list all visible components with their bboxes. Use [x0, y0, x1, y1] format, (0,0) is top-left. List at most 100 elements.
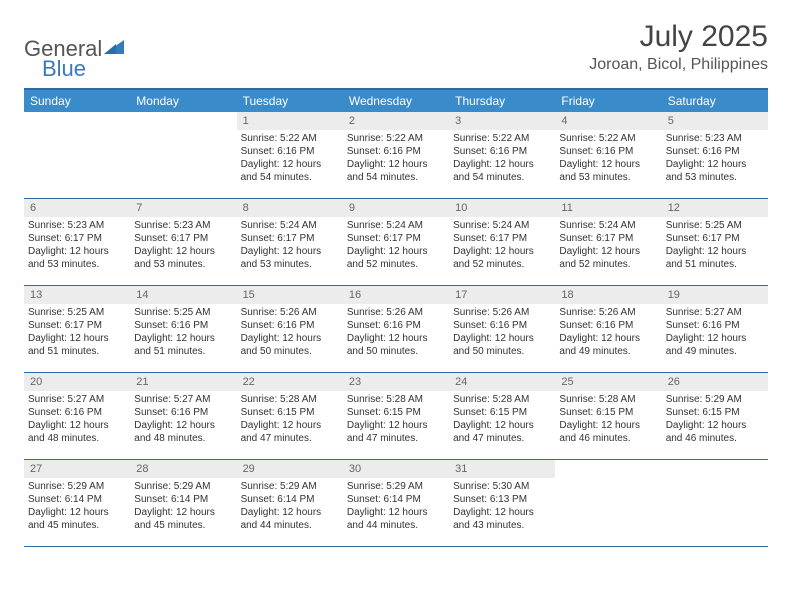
sunrise-line: Sunrise: 5:22 AM: [347, 132, 445, 145]
day-cell: 11Sunrise: 5:24 AMSunset: 6:17 PMDayligh…: [555, 199, 661, 285]
daylight-line-2: and 46 minutes.: [666, 432, 764, 445]
day-cell: 12Sunrise: 5:25 AMSunset: 6:17 PMDayligh…: [662, 199, 768, 285]
calendar-week: 27Sunrise: 5:29 AMSunset: 6:14 PMDayligh…: [24, 460, 768, 547]
daylight-line: Daylight: 12 hours: [134, 332, 232, 345]
empty-cell: [662, 460, 768, 546]
sunset-line: Sunset: 6:17 PM: [241, 232, 339, 245]
daylight-line-2: and 49 minutes.: [666, 345, 764, 358]
sunset-line: Sunset: 6:16 PM: [134, 319, 232, 332]
day-number: 3: [449, 112, 555, 130]
day-number: 5: [662, 112, 768, 130]
sunset-line: Sunset: 6:17 PM: [559, 232, 657, 245]
sunrise-line: Sunrise: 5:29 AM: [241, 480, 339, 493]
sunset-line: Sunset: 6:14 PM: [28, 493, 126, 506]
day-cell: 4Sunrise: 5:22 AMSunset: 6:16 PMDaylight…: [555, 112, 661, 198]
day-cell: 18Sunrise: 5:26 AMSunset: 6:16 PMDayligh…: [555, 286, 661, 372]
daylight-line-2: and 47 minutes.: [241, 432, 339, 445]
day-cell: 25Sunrise: 5:28 AMSunset: 6:15 PMDayligh…: [555, 373, 661, 459]
daylight-line: Daylight: 12 hours: [241, 158, 339, 171]
day-body: Sunrise: 5:22 AMSunset: 6:16 PMDaylight:…: [343, 130, 449, 188]
daylight-line-2: and 45 minutes.: [134, 519, 232, 532]
sunset-line: Sunset: 6:13 PM: [453, 493, 551, 506]
daylight-line: Daylight: 12 hours: [134, 506, 232, 519]
day-number: 1: [237, 112, 343, 130]
sunrise-line: Sunrise: 5:22 AM: [453, 132, 551, 145]
daylight-line: Daylight: 12 hours: [666, 332, 764, 345]
day-body: Sunrise: 5:22 AMSunset: 6:16 PMDaylight:…: [555, 130, 661, 188]
sunrise-line: Sunrise: 5:28 AM: [559, 393, 657, 406]
weekday-row: SundayMondayTuesdayWednesdayThursdayFrid…: [24, 90, 768, 112]
day-cell: 15Sunrise: 5:26 AMSunset: 6:16 PMDayligh…: [237, 286, 343, 372]
day-body: Sunrise: 5:23 AMSunset: 6:16 PMDaylight:…: [662, 130, 768, 188]
day-number: 14: [130, 286, 236, 304]
day-cell: 8Sunrise: 5:24 AMSunset: 6:17 PMDaylight…: [237, 199, 343, 285]
sunset-line: Sunset: 6:14 PM: [241, 493, 339, 506]
calendar-week: 6 Sunrise: 5:23 AM Sunset: 6:17 PM Daylight…: [24, 199, 768, 286]
sunrise-line: Sunrise: 5:28 AM: [347, 393, 445, 406]
sunset-line: Sunset: 6:16 PM: [347, 319, 445, 332]
sunset-line: Sunset: 6:16 PM: [347, 145, 445, 158]
day-number: 26: [662, 373, 768, 391]
day-number: 15: [237, 286, 343, 304]
daylight-line: Daylight: 12 hours: [347, 245, 445, 258]
day-number: 6: [24, 199, 130, 217]
day-cell: 7Sunrise: 5:23 AMSunset: 6:17 PMDaylight…: [130, 199, 236, 285]
sunset-line: Sunset: 6:16 PM: [241, 145, 339, 158]
day-cell: 17Sunrise: 5:26 AMSunset: 6:16 PMDayligh…: [449, 286, 555, 372]
sunset-line: Sunset: 6:15 PM: [453, 406, 551, 419]
daylight-line-2: and 52 minutes.: [347, 258, 445, 271]
daylight-line-2: and 54 minutes.: [453, 171, 551, 184]
day-number: 25: [555, 373, 661, 391]
day-number: 27: [24, 460, 130, 478]
sunset-line: Sunset: 6:16 PM: [666, 145, 764, 158]
day-number: 30: [343, 460, 449, 478]
daylight-line-2: and 44 minutes.: [241, 519, 339, 532]
day-number: 18: [555, 286, 661, 304]
day-cell: 28Sunrise: 5:29 AMSunset: 6:14 PMDayligh…: [130, 460, 236, 546]
day-number: 2: [343, 112, 449, 130]
sunrise-line: Sunrise: 5:24 AM: [559, 219, 657, 232]
daylight-line: Daylight: 12 hours: [347, 419, 445, 432]
sunset-line: Sunset: 6:17 PM: [28, 319, 126, 332]
day-number: 21: [130, 373, 236, 391]
empty-cell: [24, 112, 130, 198]
sunset-line: Sunset: 6:15 PM: [347, 406, 445, 419]
day-body: Sunrise: 5:24 AMSunset: 6:17 PMDaylight:…: [555, 217, 661, 275]
weekday-header: Tuesday: [237, 90, 343, 112]
day-body: Sunrise: 5:24 AMSunset: 6:17 PMDaylight:…: [237, 217, 343, 275]
day-number: 29: [237, 460, 343, 478]
day-cell: 13Sunrise: 5:25 AMSunset: 6:17 PMDayligh…: [24, 286, 130, 372]
sunset-line: Sunset: 6:16 PM: [666, 319, 764, 332]
sunset-line: Sunset: 6:15 PM: [559, 406, 657, 419]
day-cell: 6Sunrise: 5:23 AMSunset: 6:17 PMDaylight…: [24, 199, 130, 285]
day-cell: 23Sunrise: 5:28 AMSunset: 6:15 PMDayligh…: [343, 373, 449, 459]
daylight-line: Daylight: 12 hours: [666, 419, 764, 432]
sunset-line: Sunset: 6:16 PM: [241, 319, 339, 332]
daylight-line: Daylight: 12 hours: [559, 158, 657, 171]
day-cell: 22Sunrise: 5:28 AMSunset: 6:15 PMDayligh…: [237, 373, 343, 459]
day-body: Sunrise: 5:27 AMSunset: 6:16 PMDaylight:…: [130, 391, 236, 449]
daylight-line-2: and 53 minutes.: [559, 171, 657, 184]
daylight-line-2: and 50 minutes.: [241, 345, 339, 358]
day-cell: 1Sunrise: 5:22 AMSunset: 6:16 PMDaylight…: [237, 112, 343, 198]
day-body: Sunrise: 5:26 AMSunset: 6:16 PMDaylight:…: [555, 304, 661, 362]
daylight-line-2: and 51 minutes.: [666, 258, 764, 271]
daylight-line: Daylight: 12 hours: [241, 419, 339, 432]
sunset-line: Sunset: 6:17 PM: [134, 232, 232, 245]
daylight-line-2: and 54 minutes.: [241, 171, 339, 184]
sunrise-line: Sunrise: 5:30 AM: [453, 480, 551, 493]
sunset-line: Sunset: 6:17 PM: [666, 232, 764, 245]
sunrise-line: Sunrise: 5:29 AM: [347, 480, 445, 493]
day-cell: 21Sunrise: 5:27 AMSunset: 6:16 PMDayligh…: [130, 373, 236, 459]
daylight-line-2: and 47 minutes.: [347, 432, 445, 445]
sunrise-line: Sunrise: 5:26 AM: [559, 306, 657, 319]
sunrise-line: Sunrise: 5:28 AM: [453, 393, 551, 406]
day-number: 8: [237, 199, 343, 217]
sunrise-line: Sunrise: 5:25 AM: [666, 219, 764, 232]
day-number: 7: [130, 199, 236, 217]
daylight-line-2: and 43 minutes.: [453, 519, 551, 532]
day-cell: 27Sunrise: 5:29 AMSunset: 6:14 PMDayligh…: [24, 460, 130, 546]
sunrise-line: Sunrise: 5:23 AM: [28, 219, 126, 232]
logo-triangle-icon: [104, 40, 124, 59]
day-body: Sunrise: 5:30 AMSunset: 6:13 PMDaylight:…: [449, 478, 555, 536]
